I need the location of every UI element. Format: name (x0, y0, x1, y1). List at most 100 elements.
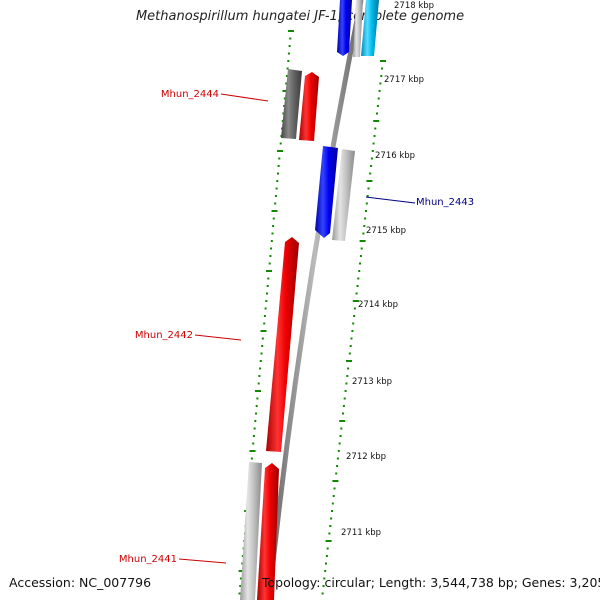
right-track-dot (338, 442, 341, 445)
right-track-dot (366, 180, 373, 182)
accession-label: Accession: NC_007796 (9, 575, 152, 590)
leader-line-mhun-2444 (220, 93, 269, 102)
gene-mhun-2441 (257, 463, 279, 600)
right-track-dot (332, 480, 339, 482)
left-track-dot (275, 187, 278, 190)
leader-line-mhun-2443 (365, 196, 416, 204)
right-track-dot (346, 360, 352, 362)
gene-mhun-2442 (266, 237, 299, 452)
left-track-dot (260, 352, 263, 355)
right-track-dot (336, 457, 339, 460)
right-track-dot (376, 112, 378, 115)
gene-top-grey (353, 0, 363, 57)
gene-dark-feature (281, 69, 302, 139)
right-track-dot (331, 510, 333, 512)
left-track-dot (265, 300, 268, 302)
right-track-dot (347, 367, 350, 370)
tick-label-2717: 2717 kbp (384, 75, 424, 85)
left-track-dot (263, 315, 266, 317)
left-track-dot (287, 60, 290, 62)
leader-line-mhun-2441 (178, 558, 227, 564)
left-track-dot (255, 405, 258, 407)
right-track-dot (359, 262, 361, 265)
gene-mhun-2443 (315, 146, 338, 238)
right-track-dot (339, 420, 346, 422)
right-track-dot (366, 195, 369, 197)
right-track-dot (350, 337, 353, 340)
left-track-dot (249, 450, 256, 452)
tick-label-2713: 2713 kbp (352, 377, 392, 387)
right-track-dot (324, 570, 327, 572)
right-track-dot (355, 292, 358, 295)
right-track-dot (364, 217, 367, 220)
left-track-dot (277, 165, 280, 167)
right-track-dot (343, 397, 346, 400)
left-track-dot (287, 52, 290, 55)
right-track-dot (342, 405, 345, 407)
right-track-dot (357, 277, 360, 280)
right-track-dot (325, 555, 328, 557)
right-track-dot (322, 585, 325, 587)
left-track-dot (268, 262, 271, 265)
right-track-dot (358, 270, 361, 272)
right-track-dot (373, 120, 380, 122)
right-track-dot (378, 90, 381, 92)
leader-line-mhun-2442 (194, 334, 242, 341)
left-track-dot (274, 202, 277, 205)
right-track-dot (321, 592, 324, 595)
right-track-dot (353, 315, 356, 317)
gene-top-cyan (361, 0, 379, 56)
gene-label-mhun-2443: Mhun_2443 (416, 197, 474, 208)
left-track-dot (258, 375, 261, 377)
right-track-dot (335, 472, 338, 475)
tick-label-2711: 2711 kbp (341, 528, 381, 538)
right-track-dot (370, 157, 373, 160)
left-track-dot (238, 592, 241, 595)
left-track-dot (271, 232, 274, 235)
left-track-dot (285, 82, 288, 85)
gene-grey-2441 (240, 462, 262, 600)
left-track-dot (264, 307, 267, 310)
right-track-dot (380, 75, 383, 77)
tick-label-2716: 2716 kbp (375, 151, 415, 161)
left-track-dot (279, 142, 282, 145)
right-track-dot (370, 165, 373, 167)
left-track-dot (250, 457, 253, 460)
gene-grey-2443 (332, 149, 355, 241)
right-track-dot (353, 307, 356, 310)
left-track-dot (259, 360, 262, 362)
genome-backbone (266, 0, 364, 600)
right-track-dot (363, 225, 366, 227)
right-track-dot (323, 577, 326, 580)
left-track-dot (254, 420, 257, 422)
left-track-dot (272, 217, 275, 220)
left-track-dot (238, 570, 245, 572)
right-track-dot (325, 562, 327, 565)
left-track-dot (276, 180, 279, 182)
right-track-dot (342, 412, 344, 415)
left-track-dot (239, 585, 242, 587)
right-track-dot (365, 210, 367, 212)
right-track-dot (331, 502, 334, 505)
left-track-dot (255, 390, 261, 392)
tick-label-2712: 2712 kbp (346, 452, 386, 462)
left-track-dot (267, 277, 270, 280)
right-track-dot (349, 345, 352, 347)
right-track-dot (376, 105, 379, 107)
right-track-dot (336, 465, 339, 467)
gene-label-mhun-2444: Mhun_2444 (161, 89, 219, 100)
left-track-dot (263, 322, 266, 325)
left-track-dot (261, 345, 264, 347)
tick-label-2718: 2718 kbp (394, 1, 434, 11)
right-track-dot (326, 547, 329, 550)
right-track-dot (369, 172, 372, 175)
gene-label-mhun-2442: Mhun_2442 (135, 330, 193, 341)
right-track-dot (337, 450, 340, 452)
left-track-dot (255, 412, 257, 415)
right-track-dot (333, 487, 336, 490)
left-track-dot (260, 330, 267, 332)
left-track-dot (286, 67, 289, 70)
left-track-dot (239, 577, 242, 580)
left-track-dot (261, 337, 264, 340)
right-track-dot (372, 142, 375, 145)
